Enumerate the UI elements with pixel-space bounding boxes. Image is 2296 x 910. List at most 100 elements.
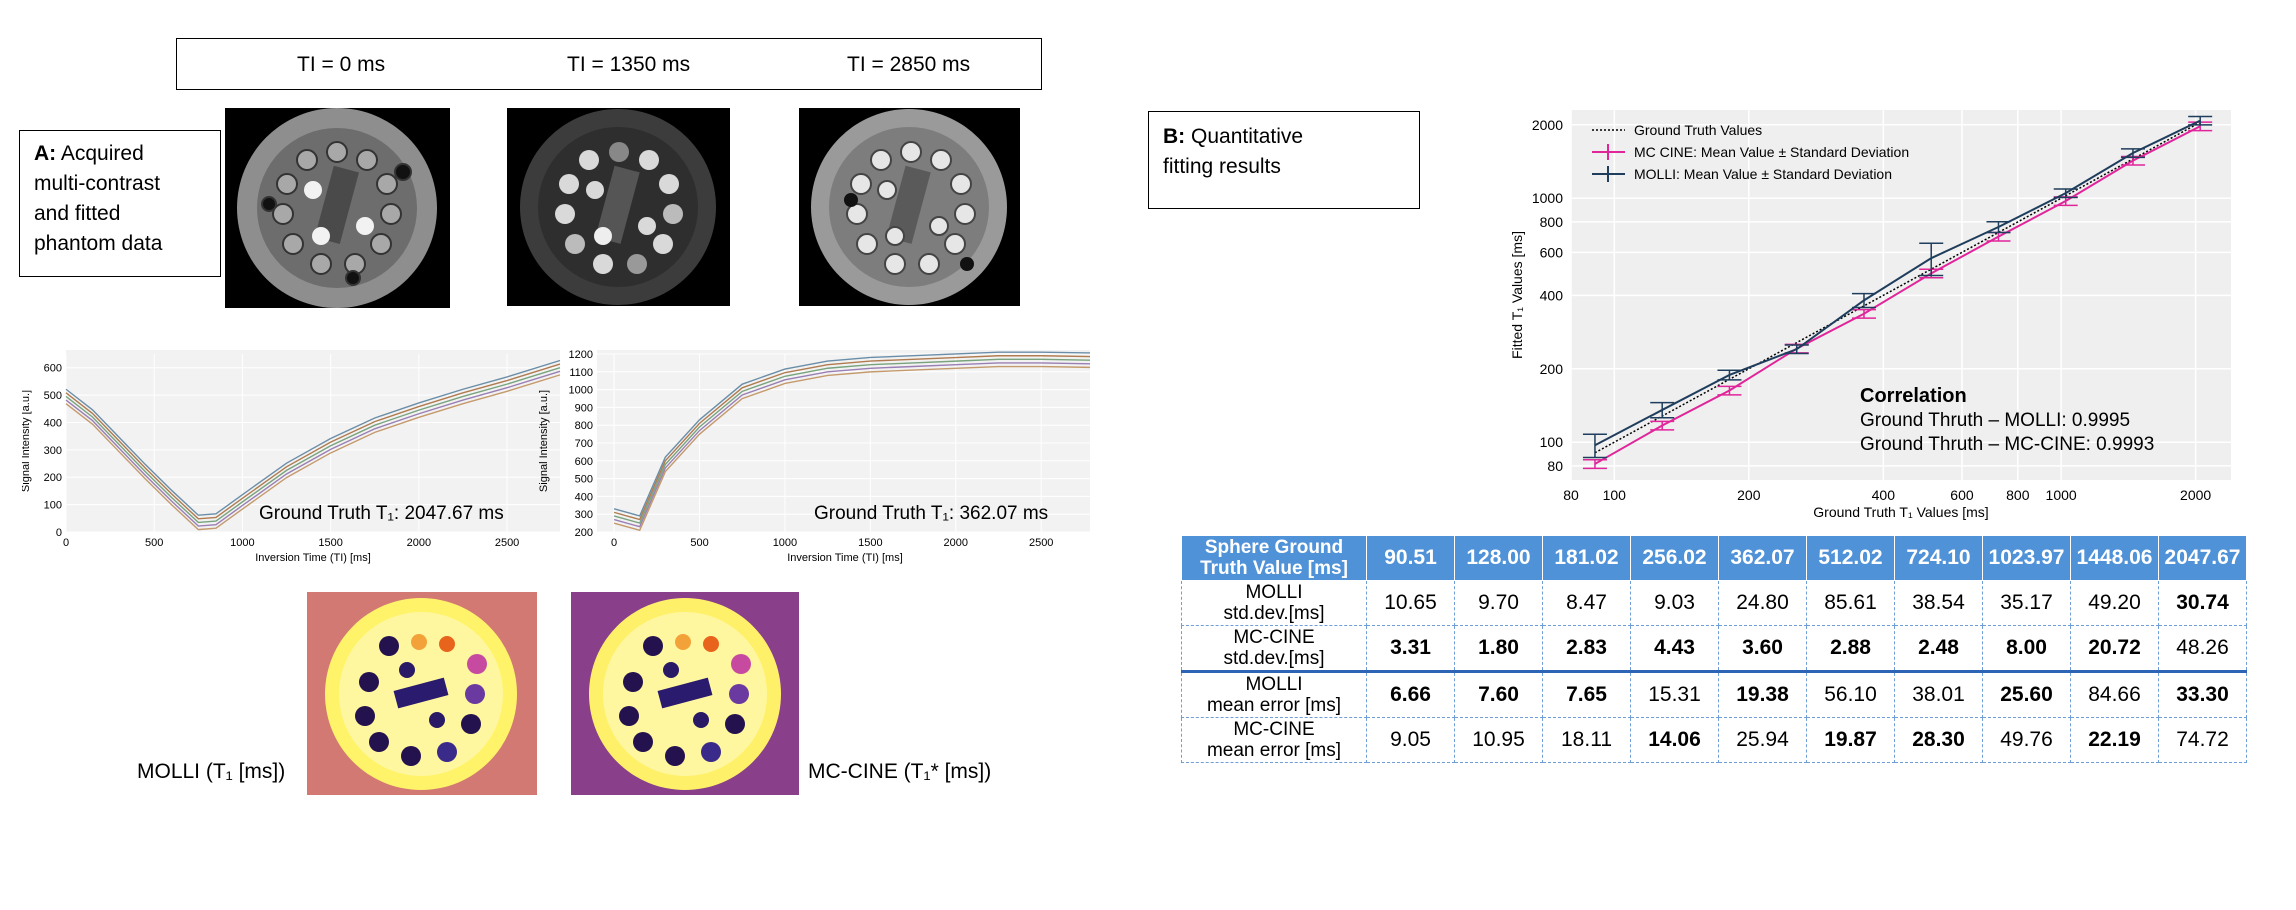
panel-a-prefix: A: bbox=[34, 142, 57, 165]
corr-ylabel: Fitted T₁ Values [ms] bbox=[1509, 231, 1525, 359]
table-cell: 49.20 bbox=[2070, 579, 2159, 626]
signal-curve bbox=[613, 355, 1093, 521]
t1-correlation-chart: 80 100 200 400 600 800 1000 2000 80 100 200 400 600… bbox=[1500, 110, 2240, 530]
table-cell: 35.17 bbox=[1982, 579, 2071, 626]
y-tick-label: 300 bbox=[44, 445, 62, 457]
x-tick-label: 200 bbox=[1737, 487, 1761, 503]
series-line bbox=[1594, 121, 2201, 454]
table-cell: 2.83 bbox=[1542, 624, 1631, 673]
y-tick-label: 0 bbox=[56, 527, 62, 539]
y-tick-label: 600 bbox=[44, 363, 62, 375]
table-cell: 20.72 bbox=[2070, 624, 2159, 673]
table-cell: 48.26 bbox=[2158, 624, 2247, 673]
signal-right-annotation: Ground Truth T₁: 362.07 ms bbox=[814, 503, 1048, 524]
table-row-label-line-1: MC-CINE bbox=[1233, 718, 1315, 740]
table-row-label: MC-CINE mean error [ms] bbox=[1181, 716, 1367, 764]
ti-header-box: TI = 0 ms TI = 1350 ms TI = 2850 ms bbox=[176, 38, 1042, 90]
table-row-label: MOLLI mean error [ms] bbox=[1181, 670, 1367, 718]
table-header-value: 181.02 bbox=[1542, 535, 1631, 581]
table-row-label-line-2: std.dev.[ms] bbox=[1223, 602, 1325, 624]
x-tick-label: 1500 bbox=[318, 537, 342, 549]
x-tick-label: 0 bbox=[63, 537, 69, 549]
x-tick-label: 2000 bbox=[407, 537, 431, 549]
table-cell: 30.74 bbox=[2158, 579, 2247, 626]
signal-left-plot-area bbox=[66, 350, 560, 532]
signal-curve bbox=[613, 365, 1093, 532]
table-header-line-2: Truth Value [ms] bbox=[1200, 557, 1348, 579]
table-cell: 10.95 bbox=[1454, 716, 1543, 764]
panel-b-line-2: fitting results bbox=[1163, 155, 1281, 178]
table-header-value: 1448.06 bbox=[2070, 535, 2159, 581]
ti-label-0: TI = 0 ms bbox=[297, 53, 386, 76]
y-tick-label: 100 bbox=[1540, 434, 1564, 450]
table-header-line-1: Sphere Ground bbox=[1204, 536, 1344, 558]
table-cell: 38.01 bbox=[1894, 670, 1983, 718]
legend-molli: MOLLI: Mean Value ± Standard Deviation bbox=[1634, 166, 1892, 182]
table-cell: 19.38 bbox=[1718, 670, 1807, 718]
x-tick-label: 500 bbox=[690, 537, 708, 549]
mccine-t1-map bbox=[571, 592, 799, 795]
mri-image-ti-0 bbox=[225, 108, 450, 308]
table-header-value: 724.10 bbox=[1894, 535, 1983, 581]
legend-ground-truth: Ground Truth Values bbox=[1634, 122, 1762, 138]
results-table: Sphere Ground Truth Value [ms] 90.51 128… bbox=[1181, 535, 2247, 764]
table-cell: 9.70 bbox=[1454, 579, 1543, 626]
y-tick-label: 80 bbox=[1547, 458, 1563, 474]
table-cell: 22.19 bbox=[2070, 716, 2159, 764]
signal-curve bbox=[613, 362, 1093, 528]
y-tick-label: 500 bbox=[44, 390, 62, 402]
table-cell: 9.05 bbox=[1366, 716, 1455, 764]
table-row-mccine-error: MC-CINE mean error [ms] 9.05 10.95 18.11 14.0… bbox=[1181, 716, 2247, 764]
table-header-value: 256.02 bbox=[1630, 535, 1719, 581]
table-cell: 7.60 bbox=[1454, 670, 1543, 718]
panel-b-prefix: B: bbox=[1163, 125, 1186, 148]
y-tick-label: 500 bbox=[575, 474, 593, 486]
x-tick-label: 400 bbox=[1872, 487, 1896, 503]
corr-xlabel: Ground Truth T₁ Values [ms] bbox=[1813, 504, 1988, 520]
y-tick-label: 600 bbox=[575, 456, 593, 468]
table-cell: 3.31 bbox=[1366, 624, 1455, 673]
mccine-caption: MC-CINE (T₁* [ms]) bbox=[808, 760, 992, 783]
table-cell: 3.60 bbox=[1718, 624, 1807, 673]
table-row-label-line-1: MOLLI bbox=[1245, 673, 1303, 695]
series-line bbox=[1594, 119, 2201, 447]
correlation-mccine: Ground Thruth – MC-CINE: 0.9993 bbox=[1860, 434, 2154, 455]
x-tick-label: 1000 bbox=[773, 537, 797, 549]
y-tick-label: 1100 bbox=[569, 367, 593, 379]
signal-left-xlabel: Inversion Time (TI) [ms] bbox=[255, 552, 371, 564]
table-cell: 28.30 bbox=[1894, 716, 1983, 764]
ti-label-1350: TI = 1350 ms bbox=[567, 53, 691, 76]
y-tick-label: 400 bbox=[44, 417, 62, 429]
mri-image-ti-1350 bbox=[507, 108, 730, 306]
signal-left-ylabel: Signal Intensity [a.u.] bbox=[22, 390, 32, 492]
panel-a-label: A: Acquired multi-contrast and fitted ph… bbox=[19, 130, 221, 277]
y-tick-label: 1000 bbox=[1532, 190, 1563, 206]
x-tick-label: 2500 bbox=[495, 537, 519, 549]
x-tick-label: 1000 bbox=[230, 537, 254, 549]
x-tick-label: 80 bbox=[1563, 487, 1579, 503]
table-row-label: MC-CINE std.dev.[ms] bbox=[1181, 624, 1367, 673]
table-row-label-line-2: mean error [ms] bbox=[1206, 694, 1342, 716]
panel-b-line-1: Quantitative bbox=[1191, 125, 1304, 148]
y-tick-label: 900 bbox=[575, 402, 593, 414]
signal-curve bbox=[65, 359, 561, 516]
table-row-label-line-1: MC-CINE bbox=[1233, 626, 1315, 648]
mccine-map-graphic bbox=[571, 592, 799, 795]
table-cell: 33.30 bbox=[2158, 670, 2247, 718]
panel-b-label: B: Quantitative fitting results bbox=[1148, 111, 1420, 209]
signal-left-annotation: Ground Truth T₁: 2047.67 ms bbox=[259, 503, 504, 524]
signal-curve bbox=[65, 374, 561, 531]
y-tick-label: 200 bbox=[1540, 361, 1564, 377]
legend-mc-cine: MC CINE: Mean Value ± Standard Deviation bbox=[1634, 144, 1909, 160]
panel-a-line-1: Acquired bbox=[60, 142, 144, 165]
table-row-label-line-2: mean error [ms] bbox=[1206, 739, 1342, 761]
x-tick-label: 2000 bbox=[2180, 487, 2211, 503]
y-tick-label: 200 bbox=[44, 472, 62, 484]
panel-a-line-3: and fitted bbox=[34, 202, 121, 225]
y-tick-label: 2000 bbox=[1532, 117, 1563, 133]
signal-curve bbox=[65, 363, 561, 520]
table-header-value: 2047.67 bbox=[2158, 535, 2247, 581]
x-tick-label: 500 bbox=[145, 537, 163, 549]
signal-curve bbox=[65, 370, 561, 527]
table-row-label-line-2: std.dev.[ms] bbox=[1223, 647, 1325, 669]
